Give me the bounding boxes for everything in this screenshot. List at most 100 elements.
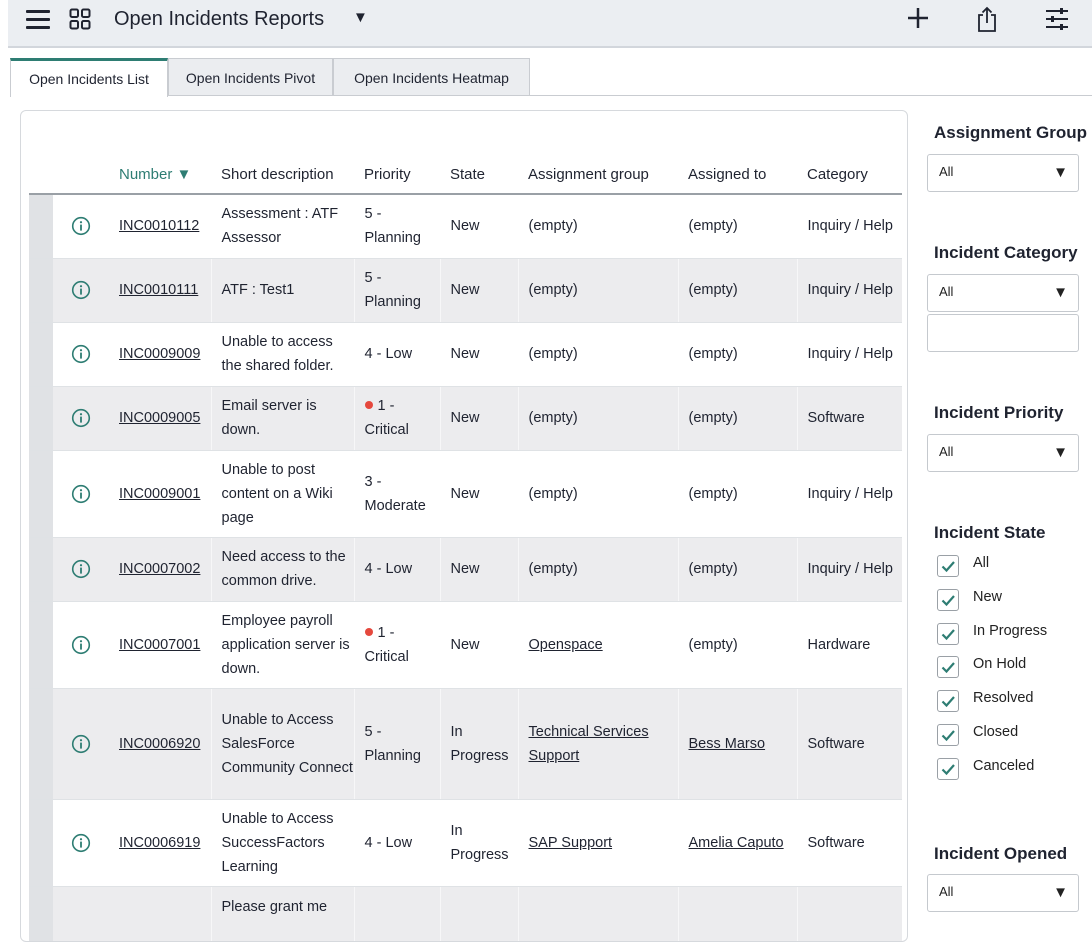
category-cell: Inquiry / Help [796, 450, 902, 538]
column-header-state[interactable]: State [440, 155, 518, 195]
sliders-icon[interactable] [1044, 5, 1070, 33]
tab-open-incidents-heatmap[interactable]: Open Incidents Heatmap [333, 58, 530, 96]
incident-priority-select[interactable]: All ▼ [927, 434, 1079, 472]
checkbox-box[interactable] [937, 622, 959, 645]
assignment-group-select[interactable]: All ▼ [927, 154, 1079, 192]
incident-number-link[interactable]: INC0006920 [119, 735, 201, 752]
header-bar: Open Incidents Reports ▼ [8, 0, 1092, 48]
incident-category-text-input[interactable] [927, 314, 1079, 352]
category-cell: Software [796, 386, 902, 451]
checkbox-box[interactable] [937, 555, 959, 577]
number-cell [109, 886, 211, 941]
checkmark-icon [941, 595, 955, 606]
gutter-header [29, 155, 53, 195]
checkbox-label: Closed [973, 724, 1019, 740]
priority-cell: 1 - Critical [353, 601, 440, 689]
number-cell: INC0010112 [109, 194, 211, 259]
priority-value: 3 - Moderate [364, 473, 426, 514]
grid-apps-icon[interactable] [69, 8, 91, 30]
incident-state-heading: Incident State [934, 523, 1046, 542]
info-icon[interactable] [71, 408, 91, 428]
column-header-priority[interactable]: Priority [354, 155, 440, 195]
assigned-to-value[interactable]: Amelia Caputo [688, 834, 784, 851]
column-header-number[interactable]: Number ▼ [109, 155, 211, 195]
incident-number-link[interactable]: INC0007001 [119, 636, 201, 653]
assignment-group-value[interactable]: Openspace [528, 636, 603, 653]
assigned-to-cell: (empty) [677, 450, 797, 538]
number-cell: INC0010111 [109, 258, 211, 323]
checkbox-box[interactable] [937, 588, 959, 611]
short-description-cell: Email server is down. [210, 386, 354, 451]
row-gutter [29, 799, 53, 887]
incident-number-link[interactable]: INC0010112 [119, 218, 200, 235]
tab-open-incidents-list[interactable]: Open Incidents List [10, 58, 168, 97]
table-row[interactable]: INC0010112 Assessment : ATF Assessor 5 - P… [29, 194, 902, 259]
incident-number-link[interactable]: INC0006919 [119, 834, 201, 851]
checkbox-box[interactable] [937, 690, 959, 713]
checkbox-label: Canceled [973, 757, 1035, 774]
tabs-divider [168, 95, 1092, 96]
incident-opened-select[interactable]: All ▼ [927, 874, 1079, 912]
assignment-group-value[interactable]: SAP Support [528, 834, 613, 851]
checkbox-box[interactable] [937, 724, 959, 746]
row-gutter [29, 450, 53, 538]
table-row[interactable]: INC0009005 Email server is down. 1 - Criti… [29, 386, 902, 451]
hamburger-menu-icon[interactable] [26, 10, 50, 30]
table-row[interactable]: INC0006920 Unable to Access SalesForce Co… [29, 688, 902, 800]
info-cell [53, 194, 109, 259]
incident-number-link[interactable]: INC0007002 [119, 561, 201, 577]
short-description-cell: Unable to post content on a Wiki page [210, 450, 354, 538]
checkbox-box[interactable] [937, 757, 959, 780]
critical-dot-icon [364, 401, 373, 409]
table-row[interactable]: INC0007001 Employee payroll application s… [29, 601, 902, 689]
assignment-group-value[interactable]: Technical Services Support [528, 723, 649, 764]
incident-number-link[interactable]: INC0009005 [119, 410, 201, 426]
plus-icon[interactable] [905, 5, 931, 31]
table-body: INC0010112 Assessment : ATF Assessor 5 - P… [29, 194, 902, 941]
priority-cell: 1 - Critical [353, 386, 440, 451]
tab-open-incidents-pivot[interactable]: Open Incidents Pivot [168, 58, 333, 96]
checkbox-box[interactable] [937, 656, 959, 679]
info-icon[interactable] [71, 280, 91, 300]
info-icon[interactable] [71, 833, 91, 853]
incident-number-link[interactable]: INC0009009 [119, 346, 201, 362]
assigned-to-cell: (empty) [677, 601, 797, 689]
info-icon[interactable] [71, 344, 91, 364]
info-icon[interactable] [71, 216, 91, 236]
assignment-group-value: (empty) [528, 410, 578, 426]
row-gutter [29, 537, 53, 602]
info-cell [53, 799, 109, 887]
share-icon[interactable] [976, 5, 998, 33]
column-header-assignment-group[interactable]: Assignment group [518, 155, 678, 195]
info-icon[interactable] [71, 734, 91, 754]
table-row[interactable]: INC0009009 Unable to access the shared fo… [29, 322, 902, 387]
assignment-group-cell: (empty) [517, 386, 678, 451]
priority-value: 5 - Planning [364, 270, 421, 310]
info-icon[interactable] [71, 559, 91, 579]
table-row[interactable]: Please grant me [29, 886, 902, 941]
info-icon[interactable] [71, 484, 91, 504]
column-header-assigned-to[interactable]: Assigned to [678, 155, 797, 195]
incident-category-select[interactable]: All ▼ [927, 274, 1079, 312]
column-header-category[interactable]: Category [797, 155, 902, 195]
assigned-to-value: (empty) [688, 561, 738, 577]
incidents-table-card: Number ▼ Short description Priority Stat… [20, 110, 908, 942]
assignment-group-value: (empty) [528, 346, 578, 362]
column-header-short-description[interactable]: Short description [211, 155, 354, 195]
assigned-to-value[interactable]: Bess Marso [688, 735, 766, 752]
number-cell: INC0007001 [109, 601, 211, 689]
table-row[interactable]: INC0010111 ATF : Test1 5 - Planning New (emp… [29, 258, 902, 323]
incident-priority-heading: Incident Priority [934, 403, 1064, 422]
assigned-to-cell: Bess Marso [677, 688, 797, 800]
incident-number-link[interactable]: INC0009001 [119, 485, 201, 502]
state-cell: New [439, 537, 518, 602]
caret-down-icon[interactable]: ▼ [353, 9, 368, 26]
incident-number-link[interactable]: INC0010111 [119, 282, 199, 298]
table-row[interactable]: INC0009001 Unable to post content on a Wi… [29, 450, 902, 538]
assigned-to-cell: Amelia Caputo [677, 799, 797, 887]
assignment-group-cell: (empty) [517, 450, 678, 538]
info-icon[interactable] [71, 635, 91, 655]
chevron-down-icon: ▼ [1053, 164, 1068, 181]
table-row[interactable]: INC0007002 Need access to the common driv… [29, 537, 902, 602]
table-row[interactable]: INC0006919 Unable to Access SuccessFactor… [29, 799, 902, 887]
